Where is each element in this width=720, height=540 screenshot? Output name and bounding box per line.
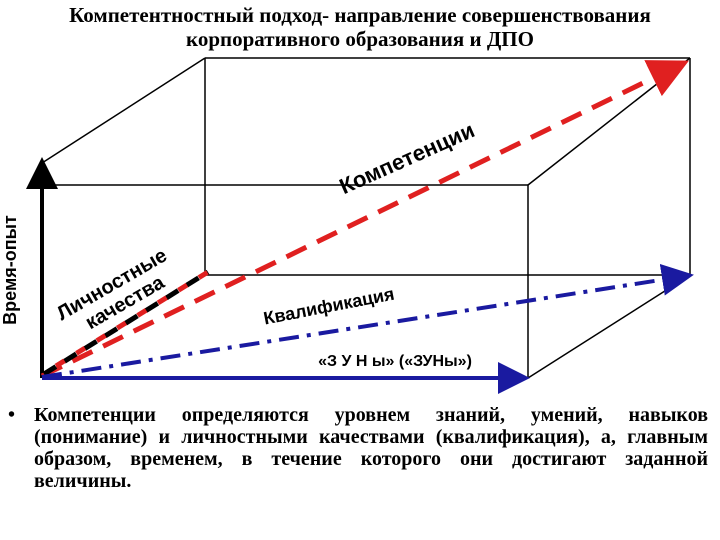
bullet-text: Компетенции определяются уровнем знаний,… — [34, 404, 708, 492]
diagram: Компетентностный подход- направление сов… — [0, 3, 694, 394]
qualification-arrow — [41, 263, 694, 379]
title-line: Компетентностный подход- направление сов… — [69, 3, 651, 27]
bullet: • Компетенции определяются уровнем знаний… — [8, 404, 708, 492]
zun-label: «З У Н ы» («ЗУНы») — [318, 353, 472, 370]
personal-arrow — [42, 269, 210, 377]
competencies-arrow — [40, 60, 689, 379]
axis-label: Время-опыт — [0, 215, 20, 325]
box — [41, 57, 691, 379]
title-line: корпоративного образования и ДПО — [186, 27, 534, 51]
personal-arrow — [54, 269, 210, 369]
competencies-label: Компетенции — [336, 117, 479, 199]
qualification-label: Квалификация — [262, 284, 396, 329]
